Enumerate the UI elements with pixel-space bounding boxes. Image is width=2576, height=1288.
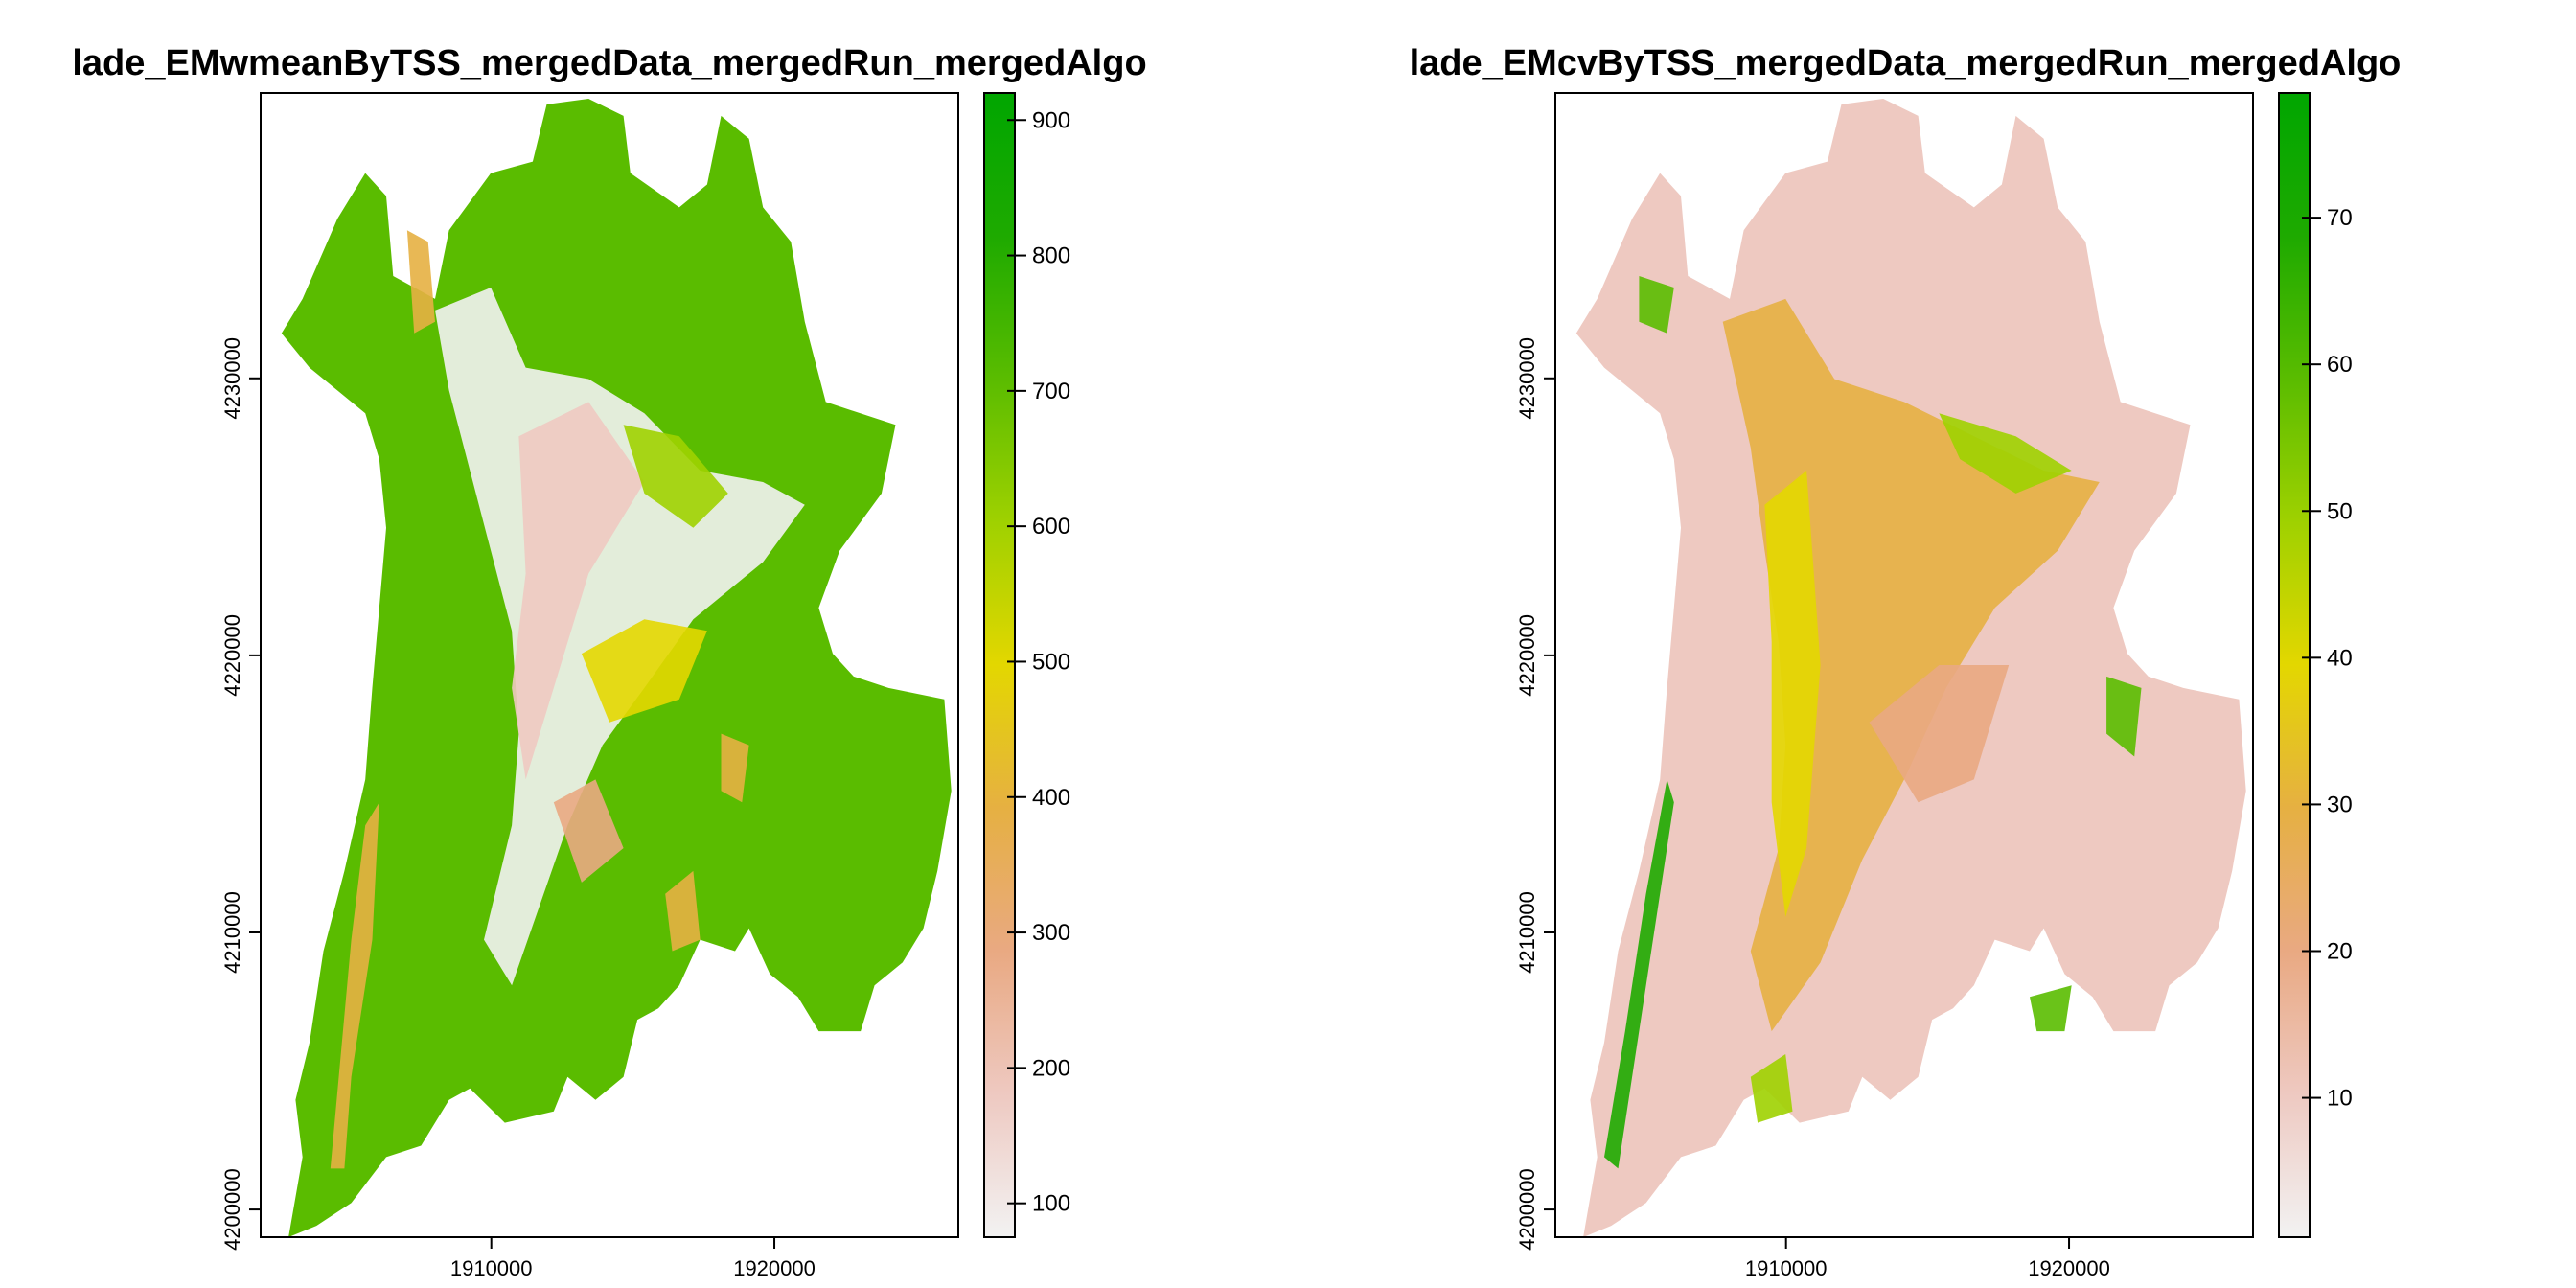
y-tick-label: 4220000 [1515, 614, 1539, 697]
y-tick-label: 4230000 [220, 337, 244, 420]
legend-tick-label: 70 [2327, 205, 2353, 231]
legend-tick-label: 100 [1032, 1191, 1070, 1217]
raster-zones [1604, 276, 2142, 1169]
color-legend: 100 200 300 400 500 600 700 800 900 [983, 92, 1070, 1238]
legend-tick-label: 400 [1032, 785, 1070, 811]
legend-tick-label: 300 [1032, 920, 1070, 946]
color-legend: 10 20 30 40 50 60 70 [2278, 92, 2353, 1238]
raster-zone [512, 402, 645, 780]
raster-zones [330, 230, 805, 1169]
raster-zone [406, 230, 435, 334]
legend-colorbar [983, 92, 1016, 1238]
y-tick-label: 4230000 [1515, 337, 1539, 420]
legend-colorbar [2278, 92, 2311, 1238]
raster-layer [1576, 99, 2246, 1237]
map-panel-cv: lade_EMcvByTSS_mergedData_mergedRun_merg… [1410, 43, 2402, 1280]
legend-tick-label: 30 [2327, 792, 2353, 817]
raster-zone [665, 870, 701, 952]
x-tick-label: 1910000 [1745, 1256, 1828, 1280]
y-axis: 4200000 4210000 4220000 4230000 [220, 337, 261, 1251]
plot-frame [260, 92, 959, 1238]
y-tick-label: 4200000 [1515, 1168, 1539, 1251]
legend-tick-label: 600 [1032, 514, 1070, 540]
x-axis: 1910000 1920000 [1745, 1237, 2110, 1280]
raster-zone [581, 619, 707, 723]
raster-zone [1639, 276, 1674, 334]
map-panel-wmean: lade_EMwmeanByTSS_mergedData_mergedRun_m… [72, 43, 1146, 1280]
raster-layer [281, 99, 952, 1237]
x-axis: 1910000 1920000 [450, 1237, 816, 1280]
y-tick-label: 4220000 [220, 614, 244, 697]
raster-zone [553, 779, 624, 883]
legend-tick-label: 700 [1032, 379, 1070, 404]
y-tick-label: 4210000 [220, 891, 244, 974]
x-tick-label: 1920000 [733, 1256, 816, 1280]
raster-zone [1939, 413, 2072, 494]
x-tick-label: 1910000 [450, 1256, 533, 1280]
raster-zone [2106, 676, 2142, 757]
legend-ticks: 10 20 30 40 50 60 70 [2302, 205, 2353, 1112]
y-tick-label: 4200000 [220, 1168, 244, 1251]
legend-tick-label: 20 [2327, 939, 2353, 965]
raster-zone [2030, 985, 2072, 1032]
raster-zone [1764, 471, 1821, 917]
raster-zone [330, 802, 380, 1169]
y-axis: 4200000 4210000 4220000 4230000 [1515, 337, 1555, 1251]
x-tick-label: 1920000 [2028, 1256, 2110, 1280]
y-tick-label: 4210000 [1515, 891, 1539, 974]
legend-tick-label: 200 [1032, 1055, 1070, 1081]
legend-tick-label: 500 [1032, 649, 1070, 675]
legend-tick-label: 10 [2327, 1086, 2353, 1112]
raster-zone [1869, 665, 2010, 803]
chart-title: lade_EMcvByTSS_mergedData_mergedRun_merg… [1410, 43, 2402, 83]
raster-zone [623, 425, 728, 528]
raster-zone [1604, 779, 1674, 1169]
legend-tick-label: 900 [1032, 107, 1070, 133]
raster-zone [721, 733, 749, 803]
plot-frame [1554, 92, 2254, 1238]
raster-zone [1750, 1054, 1793, 1123]
legend-tick-label: 50 [2327, 498, 2353, 524]
legend-ticks: 100 200 300 400 500 600 700 800 900 [1007, 107, 1070, 1217]
legend-tick-label: 40 [2327, 645, 2353, 671]
chart-title: lade_EMwmeanByTSS_mergedData_mergedRun_m… [72, 43, 1146, 83]
legend-tick-label: 800 [1032, 243, 1070, 269]
legend-tick-label: 60 [2327, 352, 2353, 378]
